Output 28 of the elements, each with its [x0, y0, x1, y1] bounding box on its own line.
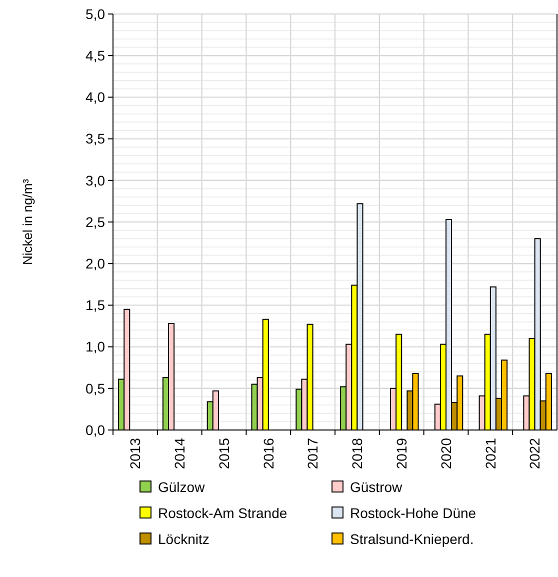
y-tick-label: 1,5 — [86, 297, 106, 314]
y-tick-label: 0,5 — [86, 380, 106, 396]
legend-label: Löcknitz — [158, 530, 210, 547]
legend-label: Gülzow — [158, 478, 206, 495]
x-tick-label: 2019 — [394, 438, 410, 470]
legend-label: Stralsund-Knieperd. — [350, 530, 474, 547]
y-tick-label: 3,0 — [86, 172, 106, 188]
y-tick-label: 0,0 — [86, 422, 106, 438]
legend-label: Rostock-Am Strande — [158, 504, 288, 521]
x-tick-label: 2013 — [127, 438, 144, 470]
y-axis-title: Nickel in ng/m³ — [20, 178, 35, 265]
y-tick-label: 2,0 — [86, 256, 106, 272]
x-tick-label: 2018 — [349, 438, 366, 470]
x-tick-label: 2015 — [216, 438, 232, 470]
y-tick-label: 2,5 — [86, 214, 106, 230]
x-tick-label: 2020 — [438, 438, 454, 470]
legend-label: Rostock-Hohe Düne — [350, 504, 476, 521]
x-tick-label: 2017 — [304, 438, 321, 470]
x-tick-label: 2022 — [526, 438, 543, 470]
y-tick-label: 5,0 — [86, 6, 106, 22]
y-tick-label: 4,5 — [86, 48, 106, 64]
y-tick-label: 3,5 — [86, 130, 106, 147]
x-tick-label: 2014 — [172, 438, 188, 470]
y-tick-label: 4,0 — [86, 89, 106, 106]
legend-label: Güstrow — [350, 478, 404, 495]
y-tick-label: 1,0 — [86, 338, 106, 355]
x-tick-label: 2021 — [482, 438, 498, 470]
x-tick-label: 2016 — [260, 438, 276, 470]
